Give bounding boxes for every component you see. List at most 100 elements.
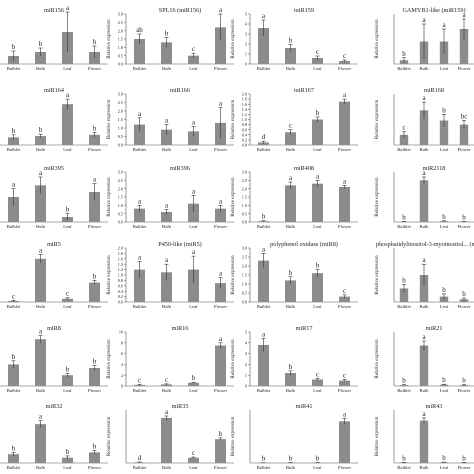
significance-letter: b bbox=[316, 455, 320, 463]
bar bbox=[215, 283, 226, 302]
bar bbox=[215, 208, 226, 222]
bar bbox=[312, 379, 323, 386]
x-tick-label: Bulb bbox=[286, 388, 296, 393]
panel-title: miR396 bbox=[170, 165, 190, 172]
y-tick-label: 3 bbox=[245, 351, 247, 356]
panel-title: polyphenol oxidase (miR8) bbox=[270, 241, 338, 248]
panel-title: miR408 bbox=[294, 165, 314, 172]
significance-letter: a bbox=[422, 410, 426, 418]
y-tick-label: 1.8 bbox=[242, 97, 247, 102]
y-tick-label: 1.4 bbox=[118, 262, 124, 267]
panel-5: miR164 b Bulblet b Bulb a Leaf b Flower bbox=[0, 87, 108, 152]
bar bbox=[188, 203, 199, 222]
significance-letter: a bbox=[422, 16, 426, 24]
panel-title: miR395 bbox=[44, 165, 64, 172]
y-axis-label: Relative expression bbox=[107, 19, 112, 59]
panel-22: miR35 Relative expression d Bulblet a Bulb c Le… bbox=[107, 403, 234, 470]
y-tick-label: 1.0 bbox=[118, 45, 123, 50]
x-tick-label: Flower bbox=[338, 147, 351, 152]
significance-letter: a bbox=[422, 256, 426, 264]
x-tick-label: Flower bbox=[338, 304, 351, 309]
significance-letter: ab bbox=[136, 26, 143, 34]
bar bbox=[399, 134, 409, 145]
bar bbox=[312, 183, 323, 222]
significance-letter: b bbox=[442, 106, 446, 114]
significance-letter: b bbox=[462, 454, 466, 462]
x-tick-label: Flower bbox=[214, 304, 227, 309]
significance-letter: c bbox=[316, 48, 319, 56]
significance-letter: a bbox=[316, 172, 320, 180]
significance-letter: c bbox=[165, 376, 168, 384]
significance-letter: b bbox=[316, 262, 320, 270]
panel-24: miR43 Relative expression b Bulblet a Bulb b Le… bbox=[375, 403, 474, 470]
x-tick-label: Bulb bbox=[286, 465, 296, 470]
y-tick-label: 0.5 bbox=[118, 211, 123, 216]
y-tick-label: 0.0 bbox=[118, 300, 123, 305]
bar bbox=[188, 55, 199, 64]
significance-letter: c bbox=[289, 122, 292, 130]
y-tick-label: 3.0 bbox=[118, 92, 123, 97]
x-tick-label: Bulb bbox=[36, 224, 46, 229]
bar bbox=[312, 58, 323, 64]
y-tick-label: 2.5 bbox=[118, 100, 123, 105]
significance-letter: b bbox=[93, 357, 97, 365]
x-tick-label: Bulblet bbox=[397, 465, 411, 470]
y-axis-label: Relative expression bbox=[231, 177, 236, 217]
y-tick-label: 6 bbox=[121, 351, 123, 356]
significance-letter: b bbox=[165, 29, 169, 37]
bar bbox=[89, 368, 100, 386]
significance-letter: a bbox=[12, 181, 16, 189]
significance-letter: b bbox=[66, 448, 70, 456]
x-tick-label: Bulblet bbox=[397, 224, 411, 229]
bar bbox=[285, 373, 296, 386]
panel-title: miR43 bbox=[426, 403, 443, 410]
panel-title: miR164 bbox=[44, 87, 64, 94]
bar bbox=[399, 462, 409, 463]
x-tick-label: Bulb bbox=[286, 66, 296, 71]
x-tick-label: Leaf bbox=[313, 66, 322, 71]
bar bbox=[215, 439, 226, 463]
x-tick-label: Flower bbox=[457, 304, 470, 309]
x-tick-label: Flower bbox=[88, 304, 101, 309]
significance-letter: b bbox=[192, 374, 196, 382]
y-tick-label: 2.5 bbox=[242, 178, 247, 183]
y-tick-label: 5 bbox=[245, 330, 247, 335]
x-tick-label: Leaf bbox=[63, 465, 72, 470]
x-tick-label: Bulb bbox=[286, 224, 296, 229]
significance-letter: a bbox=[165, 408, 169, 416]
significance-letter: a bbox=[192, 187, 196, 195]
panel-title: miR168 bbox=[424, 87, 444, 94]
panel-13: miR5 c Bulblet a Bulb c Leaf b Flower bbox=[0, 241, 108, 309]
y-axis-label: Relative expression bbox=[231, 416, 236, 456]
bar bbox=[89, 192, 100, 222]
bar bbox=[285, 48, 296, 64]
y-tick-label: 1.8 bbox=[118, 251, 123, 256]
bar bbox=[89, 134, 100, 145]
bar bbox=[258, 260, 269, 302]
panel-12: miR2118 Relative expression b Bulblet a Bulb b… bbox=[375, 165, 474, 229]
y-tick-label: 1 bbox=[245, 52, 247, 57]
bar bbox=[419, 275, 429, 302]
y-tick-label: 0 bbox=[245, 384, 247, 389]
significance-letter: b bbox=[93, 272, 97, 280]
bar bbox=[188, 131, 199, 145]
y-axis-label: Relative expression bbox=[375, 339, 380, 379]
bar bbox=[188, 269, 199, 302]
panel-3: miR159 0 1 2 3 4 5 Relative expression a Bulblet b… bbox=[231, 7, 358, 71]
y-tick-label: 1 bbox=[245, 373, 247, 378]
significance-letter: b bbox=[12, 353, 16, 361]
significance-letter: b bbox=[462, 377, 466, 385]
bar bbox=[439, 384, 449, 386]
x-tick-label: Bulblet bbox=[397, 147, 411, 152]
significance-letter: b bbox=[66, 206, 70, 214]
x-tick-label: Flower bbox=[214, 465, 227, 470]
x-tick-label: Leaf bbox=[189, 465, 198, 470]
x-tick-label: Bulblet bbox=[133, 465, 147, 470]
x-tick-label: Bulb bbox=[420, 388, 430, 393]
significance-letter: a bbox=[138, 197, 142, 205]
y-tick-label: 0 bbox=[121, 384, 123, 389]
bar bbox=[134, 269, 145, 302]
significance-letter: b bbox=[442, 213, 446, 221]
significance-letter: a bbox=[165, 202, 169, 210]
significance-letter: a bbox=[165, 256, 169, 264]
